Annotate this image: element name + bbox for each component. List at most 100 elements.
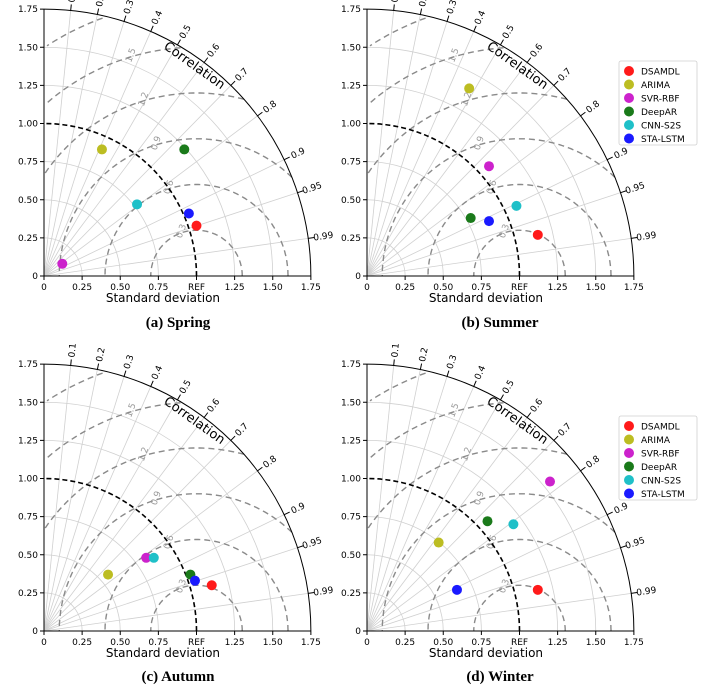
rms-contour-label: 1.5 <box>447 402 461 419</box>
correlation-grid-line <box>43 115 258 277</box>
correlation-tick-label: 0.95 <box>301 181 323 197</box>
legend-label: ARIMA <box>641 81 671 91</box>
correlation-grid-line <box>43 192 298 277</box>
correlation-tick <box>631 591 638 594</box>
correlation-tick <box>446 370 450 377</box>
data-point-arima <box>96 144 107 155</box>
data-point-sta-lstm <box>183 208 194 219</box>
rms-contour-label: 1.2 <box>137 91 151 108</box>
correlation-grid-line <box>366 44 501 277</box>
y-tick-label: 0.75 <box>341 158 361 168</box>
rms-contour <box>369 372 426 402</box>
legend-label: DSAMDL <box>641 423 680 433</box>
reference-std-arc <box>366 477 521 632</box>
correlation-grid-line <box>366 386 475 632</box>
x-tick-label: 1.75 <box>301 638 321 648</box>
correlation-tick <box>70 4 72 11</box>
panel-caption: (c) Autumn <box>142 669 216 685</box>
correlation-tick <box>606 156 613 161</box>
correlation-tick-label: 0.2 <box>418 0 431 8</box>
rms-contour-label: 1.2 <box>460 91 474 108</box>
rms-contour-label: 0.9 <box>473 135 487 152</box>
y-tick-label: 0 <box>32 272 38 282</box>
rms-contour <box>381 138 616 276</box>
correlation-tick-label: 0.6 <box>206 42 223 60</box>
correlation-tick-label: 0.8 <box>585 99 603 116</box>
legend-marker <box>624 79 634 90</box>
x-tick-label: REF <box>188 283 205 293</box>
x-tick-label: 0.25 <box>72 283 92 293</box>
legend: DSAMDL ARIMA SVR-RBF DeepAR CNN-S2S STA-LSTM <box>618 415 698 501</box>
correlation-tick <box>526 412 532 418</box>
x-tick-label: 1.50 <box>263 638 283 648</box>
correlation-tick <box>393 4 395 11</box>
std-grid-arc <box>43 46 274 277</box>
y-tick-label: 1.75 <box>18 5 38 15</box>
y-tick-label: 0.25 <box>341 234 361 244</box>
rms-contour-label: 1.2 <box>137 446 151 463</box>
legend-label: SVR-RBF <box>641 95 680 105</box>
correlation-grid-line <box>366 237 632 277</box>
correlation-grid-line <box>43 399 178 632</box>
correlation-grid-line <box>366 192 621 277</box>
correlation-tick-label: 0.7 <box>234 67 251 84</box>
rms-contour <box>44 447 245 530</box>
correlation-tick <box>257 466 263 472</box>
x-tick-label: 0 <box>364 283 370 293</box>
correlation-tick <box>283 511 290 516</box>
rms-contour <box>45 47 181 104</box>
correlation-grid-line <box>43 62 205 277</box>
data-point-dsamdl <box>532 584 543 595</box>
correlation-tick-label: 0.6 <box>206 397 223 415</box>
x-tick-label: REF <box>511 638 528 648</box>
correlation-grid-line <box>366 369 421 632</box>
std-grid-arc <box>366 401 597 632</box>
correlation-grid-line <box>366 115 581 277</box>
correlation-tick <box>150 25 154 32</box>
correlation-grid-line <box>366 440 555 632</box>
x-tick-label: 0.50 <box>433 283 453 293</box>
correlation-tick <box>230 435 236 441</box>
correlation-grid-line <box>366 547 621 632</box>
correlation-tick-label: 0.4 <box>473 364 488 381</box>
x-tick-label: 0 <box>41 638 47 648</box>
correlation-tick <box>96 363 100 370</box>
y-tick-label: 0.75 <box>18 158 38 168</box>
correlation-tick <box>230 80 236 86</box>
rms-contour-label: 0.3 <box>175 223 189 240</box>
correlation-grid-line <box>43 365 72 632</box>
data-point-cnn-s2s <box>508 519 519 530</box>
correlation-tick <box>419 363 423 370</box>
y-tick-label: 0.50 <box>341 196 361 206</box>
correlation-grid-line <box>366 514 608 632</box>
x-tick-label: 0.75 <box>471 638 491 648</box>
legend-label: STA-LSTM <box>641 490 685 500</box>
rms-contour-label: 0.6 <box>485 534 499 551</box>
reference-std-arc <box>43 477 198 632</box>
correlation-tick-label: 0.3 <box>446 0 460 15</box>
y-tick-label: 1.00 <box>18 475 38 485</box>
correlation-tick <box>580 111 586 117</box>
correlation-tick-label: 0.9 <box>290 146 307 161</box>
std-grid-arc <box>366 439 559 632</box>
legend-label: ARIMA <box>641 436 671 446</box>
correlation-grid-line <box>366 376 448 632</box>
correlation-tick-label: 0.3 <box>123 0 137 15</box>
correlation-grid-line <box>43 386 152 632</box>
taylor-panel-3: 0.30.60.91.21.50 0.25 0.50 0.75 REF 1.25 1.50 1… <box>18 343 334 685</box>
data-point-arima <box>433 537 444 548</box>
x-tick-label: 1.50 <box>263 283 283 293</box>
correlation-tick-label: 0.6 <box>529 397 546 415</box>
correlation-grid-line <box>43 470 258 632</box>
x-tick-label: 1.75 <box>301 283 321 293</box>
correlation-tick-label: 0.1 <box>390 343 401 358</box>
correlation-tick <box>553 435 559 441</box>
y-tick-label: 1.00 <box>18 120 38 130</box>
correlation-tick-label: 0.7 <box>234 422 251 439</box>
correlation-grid-line <box>43 376 125 632</box>
x-tick-label: 0 <box>364 638 370 648</box>
data-point-sta-lstm <box>189 575 200 586</box>
y-tick-label: 1.50 <box>341 43 361 53</box>
data-point-cnn-s2s <box>132 199 143 210</box>
x-tick-label: 1.25 <box>225 638 245 648</box>
